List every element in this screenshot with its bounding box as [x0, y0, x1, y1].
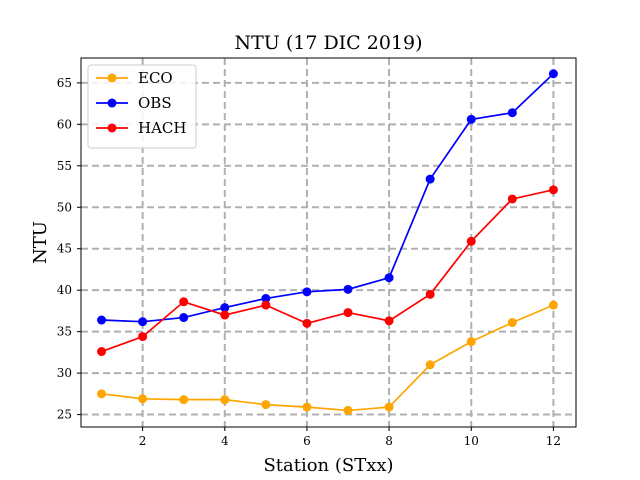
data-point	[343, 405, 353, 415]
data-point	[302, 287, 312, 297]
data-point	[138, 332, 148, 342]
data-point	[220, 395, 230, 405]
series-hach	[97, 185, 558, 357]
ticks: 2 4 6 8 10 12 25 30 35 40 45 50 55 60 65	[57, 76, 561, 448]
legend-item-eco: ECO	[96, 69, 173, 87]
data-point	[179, 313, 189, 323]
data-point	[548, 69, 558, 79]
data-point	[425, 360, 435, 370]
data-point	[507, 108, 517, 118]
data-point	[425, 174, 435, 184]
legend-item-hach: HACH	[96, 119, 186, 137]
y-tick-label: 60	[57, 117, 72, 131]
plot-frame	[80, 57, 577, 428]
x-axis-label: Station (STxx)	[263, 455, 393, 476]
data-point	[138, 394, 148, 404]
data-point	[343, 308, 353, 318]
data-point	[466, 236, 476, 246]
chart-title: NTU (17 DIC 2019)	[234, 32, 422, 54]
x-tick-label: 6	[303, 434, 311, 448]
data-point	[548, 185, 558, 195]
series-eco	[97, 300, 558, 415]
legend-label: HACH	[138, 119, 186, 137]
series-line	[101, 304, 554, 412]
data-point	[220, 303, 230, 313]
data-point	[179, 395, 189, 405]
legend-item-obs: OBS	[96, 94, 172, 112]
series-obs	[97, 69, 558, 327]
y-tick-label: 50	[57, 200, 72, 214]
data-point	[425, 289, 435, 299]
x-tick-label: 12	[546, 434, 561, 448]
series-line	[101, 189, 554, 353]
legend-label: OBS	[138, 94, 172, 112]
y-tick-label: 40	[57, 283, 72, 297]
data-point	[302, 318, 312, 328]
data-point	[343, 284, 353, 294]
legend: ECO OBS HACH	[87, 64, 197, 149]
legend-marker	[107, 98, 117, 108]
data-point	[466, 114, 476, 124]
y-tick-label: 35	[57, 325, 72, 339]
data-point	[548, 300, 558, 310]
data-point	[261, 400, 271, 410]
data-point	[97, 315, 107, 325]
data-point	[302, 402, 312, 412]
data-point	[261, 300, 271, 310]
data-point	[220, 310, 230, 320]
legend-marker	[107, 73, 117, 83]
data-point	[384, 402, 394, 412]
x-tick-label: 4	[221, 434, 229, 448]
y-tick-label: 25	[57, 408, 72, 422]
series-line	[101, 73, 554, 323]
x-tick-label: 10	[464, 434, 479, 448]
legend-label: ECO	[138, 69, 173, 87]
series-layer	[97, 69, 558, 415]
y-tick-label: 30	[57, 366, 72, 380]
y-axis-label: NTU	[30, 221, 51, 264]
data-point	[138, 317, 148, 327]
y-tick-label: 45	[57, 242, 72, 256]
y-tick-label: 65	[57, 76, 72, 90]
data-point	[384, 273, 394, 283]
x-tick-label: 2	[139, 434, 147, 448]
legend-marker	[107, 123, 117, 133]
data-point	[384, 316, 394, 326]
data-point	[179, 297, 189, 307]
data-point	[507, 194, 517, 204]
x-tick-label: 8	[385, 434, 393, 448]
y-tick-label: 55	[57, 159, 72, 173]
data-point	[466, 337, 476, 347]
data-point	[261, 293, 271, 303]
data-point	[97, 347, 107, 357]
data-point	[507, 318, 517, 328]
data-point	[97, 389, 107, 399]
